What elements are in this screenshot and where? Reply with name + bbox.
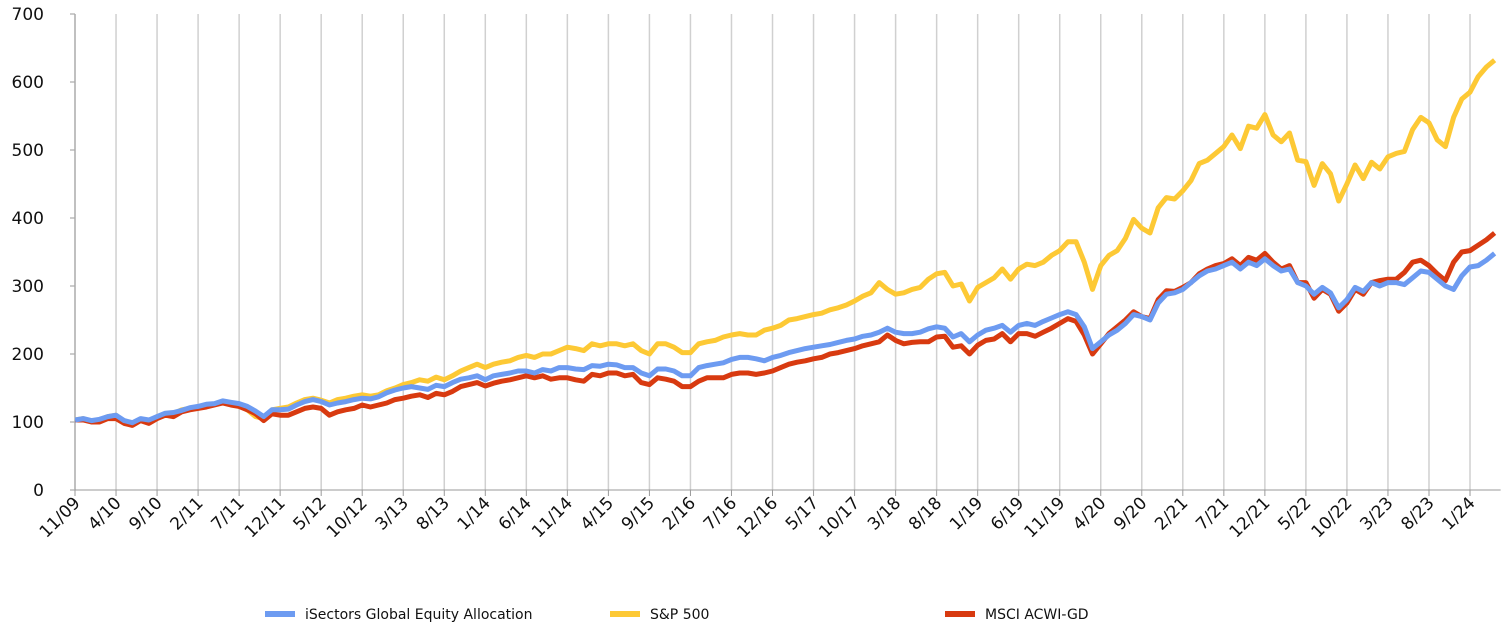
x-tick-label: 1/19 bbox=[946, 493, 987, 534]
x-tick-label: 2/11 bbox=[166, 493, 207, 534]
x-tick-label: 11/19 bbox=[1020, 493, 1069, 542]
x-tick-label: 3/13 bbox=[372, 493, 413, 534]
y-tick-label: 600 bbox=[12, 73, 44, 93]
x-tick-label: 1/24 bbox=[1438, 493, 1479, 534]
x-tick-label: 2/21 bbox=[1151, 493, 1192, 534]
x-tick-label: 3/23 bbox=[1356, 493, 1397, 534]
x-tick-label: 8/23 bbox=[1397, 493, 1438, 534]
x-tick-label: 1/14 bbox=[454, 493, 495, 534]
y-tick-label: 500 bbox=[12, 141, 44, 161]
series-line bbox=[74, 251, 1497, 426]
y-tick-label: 400 bbox=[12, 209, 44, 229]
x-tick-label: 10/12 bbox=[323, 493, 372, 542]
x-tick-label: 9/20 bbox=[1110, 493, 1151, 534]
x-tick-label: 12/16 bbox=[733, 493, 782, 542]
x-tick-label: 2/16 bbox=[659, 493, 700, 534]
x-tick-label: 9/10 bbox=[125, 493, 166, 534]
y-tick-label: 300 bbox=[12, 277, 44, 297]
x-tick-label: 4/15 bbox=[577, 493, 618, 534]
x-tick-label: 3/18 bbox=[864, 493, 905, 534]
x-tick-label: 4/10 bbox=[84, 493, 125, 534]
legend-label: S&P 500 bbox=[650, 607, 709, 623]
x-tick-label: 10/17 bbox=[815, 493, 864, 542]
x-tick-label: 12/21 bbox=[1226, 493, 1275, 542]
x-tick-label: 4/20 bbox=[1069, 493, 1110, 534]
y-tick-label: 700 bbox=[12, 5, 44, 25]
series-line bbox=[75, 231, 1497, 428]
x-tick-label: 11/14 bbox=[528, 493, 577, 542]
legend-label: MSCI ACWI-GD bbox=[985, 607, 1089, 623]
x-tick-label: 8/18 bbox=[905, 493, 946, 534]
y-tick-label: 0 bbox=[33, 481, 44, 501]
x-tick-label: 8/13 bbox=[413, 493, 454, 534]
x-tick-label: 12/11 bbox=[241, 493, 290, 542]
y-tick-label: 200 bbox=[12, 345, 44, 365]
series-line bbox=[74, 58, 1497, 427]
x-tick-label: 10/22 bbox=[1308, 493, 1357, 542]
x-tick-label: 9/15 bbox=[618, 493, 659, 534]
legend-label: iSectors Global Equity Allocation bbox=[305, 607, 533, 623]
legend: iSectors Global Equity Allocation S&P 500… bbox=[265, 607, 1089, 623]
y-tick-label: 100 bbox=[12, 413, 44, 433]
